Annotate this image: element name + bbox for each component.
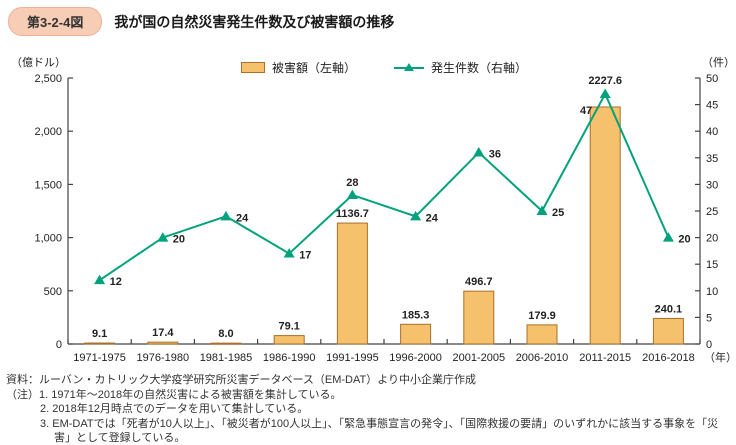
bar bbox=[210, 342, 242, 345]
line-marker bbox=[157, 232, 169, 242]
left-tick-label: 2,500 bbox=[34, 73, 62, 85]
note-3: 3. EM-DATでは「死者が10人以上」、「被災者が100人以上」、「緊急事態… bbox=[40, 417, 719, 445]
line-marker bbox=[536, 205, 548, 215]
left-tick-label: 500 bbox=[44, 286, 62, 298]
right-tick-label: 5 bbox=[706, 312, 712, 324]
figure-title: 我が国の自然災害発生件数及び被害額の推移 bbox=[114, 13, 395, 30]
left-tick-label: 1,000 bbox=[34, 233, 62, 245]
right-tick-label: 40 bbox=[706, 126, 718, 138]
line-value-label: 12 bbox=[110, 276, 122, 288]
source-line: 資料：ルーバン・カトリック大学疫学研究所災害データベース（EM-DAT）より中小… bbox=[6, 374, 477, 386]
footer-notes: 資料：ルーバン・カトリック大学疫学研究所災害データベース（EM-DAT）より中小… bbox=[6, 373, 732, 445]
bar bbox=[147, 341, 179, 345]
left-tick-label: 2,000 bbox=[34, 126, 62, 138]
right-tick-label: 30 bbox=[706, 179, 718, 191]
bar-value-label: 8.0 bbox=[218, 328, 233, 340]
note-2: 2. 2018年12月時点でのデータを用いて集計している。 bbox=[40, 403, 309, 415]
line-marker bbox=[283, 248, 295, 258]
line-value-label: 28 bbox=[346, 177, 358, 189]
right-tick-label: 15 bbox=[706, 259, 718, 271]
bar-value-label: 9.1 bbox=[92, 328, 107, 340]
bar-value-label: 1136.7 bbox=[336, 208, 369, 220]
right-tick-label: 50 bbox=[706, 73, 718, 85]
line-marker bbox=[662, 232, 674, 242]
category-label: 1971-1975 bbox=[73, 352, 126, 364]
category-label: 2006-2010 bbox=[516, 352, 569, 364]
line-value-label: 17 bbox=[299, 250, 311, 262]
legend-item-damage: 被害額（左軸） bbox=[240, 59, 356, 76]
bar-swatch-icon bbox=[240, 62, 265, 73]
category-label: 1986-1990 bbox=[263, 352, 316, 364]
right-tick-label: 35 bbox=[706, 153, 718, 165]
bar bbox=[400, 323, 432, 345]
category-label: 2016-2018 bbox=[642, 352, 695, 364]
right-tick-label: 0 bbox=[706, 339, 712, 351]
bar-value-label: 185.3 bbox=[402, 309, 430, 321]
bar bbox=[273, 335, 305, 345]
legend-label-occurrences: 発生件数（右軸） bbox=[431, 61, 528, 75]
line-value-label: 24 bbox=[236, 212, 249, 224]
line-marker bbox=[599, 88, 611, 98]
note-1: （注）1. 1971年～2018年の自然災害による被害額を集計している。 bbox=[6, 388, 342, 401]
line-value-label: 36 bbox=[489, 148, 501, 160]
bar bbox=[526, 324, 558, 345]
bar bbox=[589, 106, 621, 345]
line-series bbox=[99, 91, 670, 281]
figure-number-badge: 第3-2-4図 bbox=[8, 7, 103, 36]
line-value-label: 20 bbox=[173, 234, 185, 246]
bar bbox=[84, 342, 116, 345]
figure-header: 第3-2-4図 我が国の自然災害発生件数及び被害額の推移 bbox=[8, 7, 394, 36]
line-value-label: 20 bbox=[678, 234, 690, 246]
line-value-label: 25 bbox=[552, 207, 564, 219]
line-marker bbox=[346, 189, 358, 200]
bar bbox=[463, 290, 495, 345]
right-tick-label: 10 bbox=[706, 286, 718, 298]
left-axis-unit: （億ドル） bbox=[11, 56, 66, 69]
chart-legend: 被害額（左軸） 発生件数（右軸） bbox=[240, 59, 527, 76]
line-marker bbox=[94, 274, 106, 285]
right-tick-label: 45 bbox=[706, 100, 718, 112]
bar-value-label: 496.7 bbox=[465, 276, 493, 288]
category-label: 1991-1995 bbox=[326, 352, 379, 364]
line-value-label: 47 bbox=[580, 105, 592, 117]
category-label: 2011-2015 bbox=[579, 352, 631, 364]
bar bbox=[336, 222, 368, 345]
bar bbox=[652, 317, 684, 345]
legend-item-occurrences: 発生件数（右軸） bbox=[394, 59, 527, 76]
line-marker bbox=[220, 210, 232, 221]
x-axis-unit: （年） bbox=[704, 350, 736, 364]
bar-value-label: 17.4 bbox=[152, 327, 174, 339]
line-swatch-icon bbox=[394, 62, 424, 74]
right-tick-label: 25 bbox=[706, 206, 718, 218]
left-tick-label: 0 bbox=[56, 339, 62, 351]
line-marker bbox=[410, 210, 422, 221]
bar-value-label: 240.1 bbox=[655, 303, 683, 315]
bar-value-label: 179.9 bbox=[528, 310, 556, 322]
bar-value-label: 2227.6 bbox=[588, 75, 622, 87]
bar-value-label: 79.1 bbox=[278, 321, 299, 333]
category-label: 2001-2005 bbox=[452, 352, 505, 364]
category-label: 1976-1980 bbox=[136, 352, 189, 364]
triangle-marker-icon bbox=[404, 62, 414, 71]
right-tick-label: 20 bbox=[706, 233, 718, 245]
line-marker bbox=[473, 146, 485, 157]
left-tick-label: 1,500 bbox=[34, 179, 62, 191]
right-axis-unit: （件） bbox=[702, 56, 735, 69]
line-value-label: 24 bbox=[426, 212, 439, 224]
category-label: 1981-1985 bbox=[200, 352, 253, 364]
category-label: 1996-2000 bbox=[389, 352, 442, 364]
legend-label-damage: 被害額（左軸） bbox=[271, 61, 356, 75]
